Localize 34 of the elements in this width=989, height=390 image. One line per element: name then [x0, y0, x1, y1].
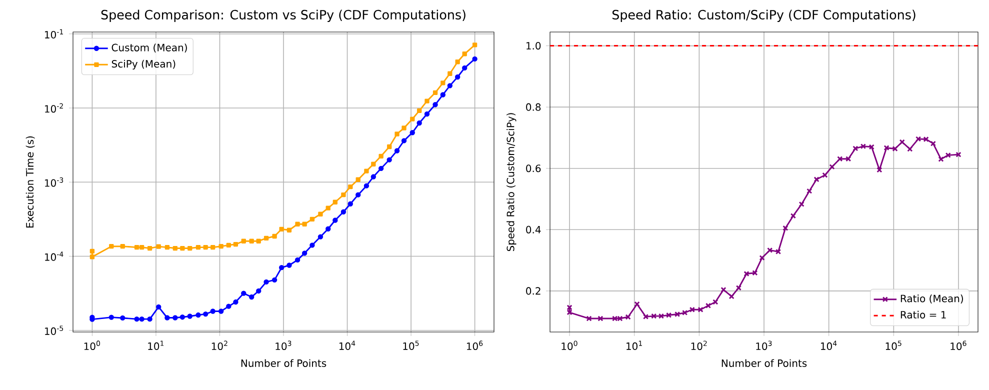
- legend-label: SciPy (Mean): [112, 60, 176, 70]
- x-axis-title: Number of Points: [241, 359, 326, 367]
- x-tick-label: 10$^{6}$: [466, 340, 483, 350]
- x-tick-label: 10$^{5}$: [886, 340, 902, 350]
- legend-label: Ratio (Mean): [900, 294, 963, 304]
- y-tick-label: 10$^{-5}$: [45, 326, 64, 335]
- x-tick-label: 10$^{1}$: [148, 340, 164, 350]
- y-tick-label: 10$^{-3}$: [45, 177, 64, 187]
- x-tick-label: 10$^{4}$: [821, 340, 837, 350]
- legend-label: Custom (Mean): [112, 44, 187, 53]
- x-tick-label: 10$^{0}$: [562, 340, 578, 350]
- legend-label: Ratio = 1: [900, 310, 946, 319]
- y-tick-label: 10$^{-1}$: [45, 29, 63, 39]
- y-axis-title: Execution Time (s): [26, 136, 35, 228]
- y-axis-title: Speed Ratio (Custom/SciPy): [506, 113, 516, 252]
- x-tick-label: 10$^{3}$: [756, 340, 772, 350]
- x-tick-label: 10$^{3}$: [276, 340, 292, 350]
- x-tick-label: 10$^{4}$: [339, 340, 356, 350]
- y-tick-label: 10$^{-2}$: [45, 103, 63, 113]
- y-tick-label: 0.6: [526, 164, 541, 172]
- chart-title: Speed Comparison: Custom vs SciPy (CDF Computations): [101, 10, 466, 22]
- y-tick-label: 0.4: [526, 226, 541, 234]
- x-axis-title: Number of Points: [722, 359, 807, 367]
- y-tick-label: 0.2: [526, 287, 540, 295]
- chart-title: Speed Ratio: Custom/SciPy (CDF Computations): [612, 10, 916, 22]
- x-tick-label: 10$^{1}$: [626, 340, 642, 350]
- y-tick-label: 0.8: [526, 103, 541, 111]
- x-tick-label: 10$^{0}$: [84, 340, 100, 350]
- x-tick-label: 10$^{5}$: [403, 340, 419, 350]
- x-tick-label: 10$^{2}$: [691, 340, 707, 350]
- x-tick-label: 10$^{6}$: [950, 340, 966, 350]
- x-tick-label: 10$^{2}$: [212, 340, 228, 350]
- y-tick-label: 10$^{-4}$: [45, 252, 64, 261]
- y-tick-label: 1.0: [526, 42, 541, 50]
